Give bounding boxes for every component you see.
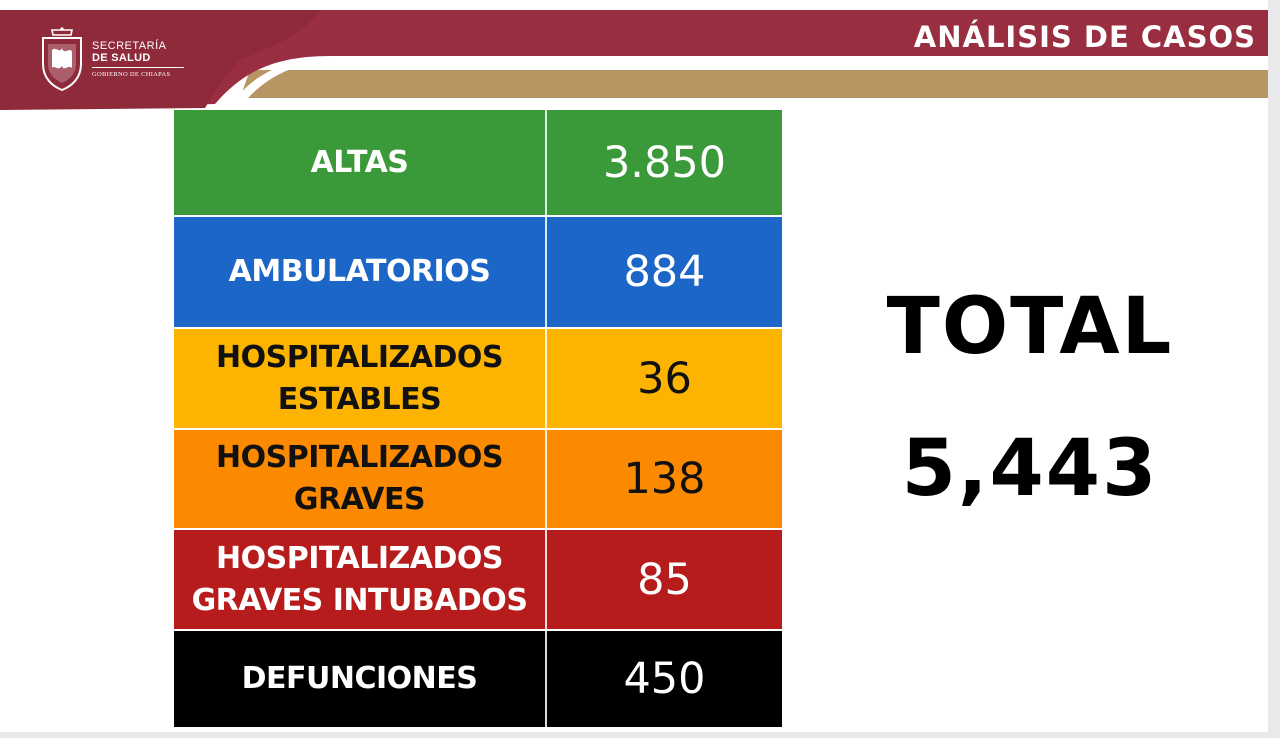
row-value: 450: [623, 654, 706, 704]
row-label: HOSPITALIZADOS GRAVES INTUBADOS: [174, 530, 547, 629]
row-value: 36: [637, 353, 692, 404]
table-row-hospitalizados-estables: HOSPITALIZADOS ESTABLES 36: [174, 329, 782, 428]
row-label: DEFUNCIONES: [174, 631, 547, 727]
table-row-hospitalizados-graves: HOSPITALIZADOS GRAVES 138: [174, 430, 782, 528]
row-label: ALTAS: [174, 110, 547, 215]
row-value: 85: [637, 554, 692, 605]
total-label: TOTAL: [886, 282, 1174, 372]
table-row-defunciones: DEFUNCIONES 450: [174, 631, 782, 727]
row-value: 884: [623, 247, 706, 297]
logo-divider: [92, 67, 184, 68]
row-divider: [174, 428, 782, 430]
coat-of-arms-icon: [42, 27, 82, 92]
table-row-graves-intubados: HOSPITALIZADOS GRAVES INTUBADOS 85: [174, 530, 782, 629]
row-divider: [174, 528, 782, 530]
header-banner: SECRETARÍA DE SALUD GOBIERNO DE CHIAPAS …: [0, 0, 1268, 110]
logo-line-gobierno: GOBIERNO DE CHIAPAS: [92, 71, 171, 78]
row-label: HOSPITALIZADOS GRAVES: [174, 430, 547, 528]
row-label: AMBULATORIOS: [174, 217, 547, 327]
row-divider: [174, 327, 782, 329]
header-banner-shape: [0, 10, 1268, 110]
logo: SECRETARÍA DE SALUD GOBIERNO DE CHIAPAS: [38, 26, 188, 94]
row-divider: [174, 629, 782, 631]
row-label: HOSPITALIZADOS ESTABLES: [174, 329, 547, 428]
row-value: 138: [623, 454, 706, 504]
page-title: ANÁLISIS DE CASOS: [913, 20, 1256, 54]
logo-line-secretaria: SECRETARÍA: [92, 40, 167, 52]
table-row-altas: ALTAS 3.850: [174, 110, 782, 215]
total-value: 5,443: [901, 424, 1159, 514]
row-divider: [174, 215, 782, 217]
row-value: 3.850: [602, 137, 727, 188]
table-row-ambulatorios: AMBULATORIOS 884: [174, 217, 782, 327]
logo-line-de-salud: DE SALUD: [92, 52, 151, 64]
